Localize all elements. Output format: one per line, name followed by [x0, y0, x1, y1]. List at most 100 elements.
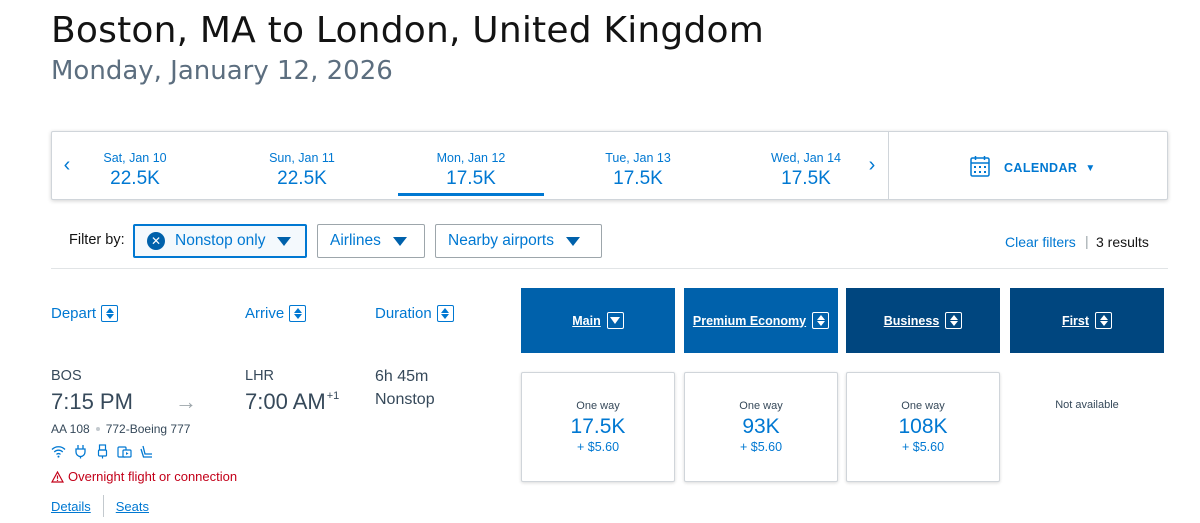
depart-airport: BOS: [51, 368, 82, 384]
date-option-sun-jan-11[interactable]: Sun, Jan 11 22.5K: [229, 132, 375, 198]
date-selector-strip: ‹ Sat, Jan 10 22.5K Sun, Jan 11 22.5K Mo…: [51, 131, 1168, 200]
entertainment-icon: [117, 444, 132, 459]
sort-icon: [1095, 312, 1113, 329]
aircraft-type: 772-Boeing 777: [105, 422, 191, 436]
lie-flat-seat-icon: [139, 444, 154, 459]
details-link[interactable]: Details: [51, 498, 91, 514]
duration-value: 6h 45m: [375, 368, 429, 385]
arrive-day-offset: +1: [326, 390, 340, 402]
sort-icon: [436, 305, 454, 322]
fare-label: One way: [901, 400, 945, 412]
fare-option-main[interactable]: One way 17.5K + $5.60: [521, 372, 675, 482]
overnight-warning: Overnight flight or connection: [51, 469, 237, 484]
nearby-airports-filter-button[interactable]: Nearby airports: [435, 224, 602, 258]
cabin-header-premium-economy[interactable]: Premium Economy: [684, 288, 838, 353]
caret-down-icon: [392, 236, 407, 246]
fare-price: 17.5K: [570, 415, 626, 438]
duration-column-label: Duration: [375, 305, 432, 322]
page-subtitle-date: Monday, January 12, 2026: [51, 56, 393, 86]
cabin-label: First: [1061, 313, 1090, 328]
date-option-label: Sun, Jan 11: [269, 151, 335, 165]
sort-duration[interactable]: Duration: [375, 305, 454, 322]
chevron-left-icon[interactable]: ‹: [63, 154, 71, 176]
cabin-header-main[interactable]: Main: [521, 288, 675, 353]
calendar-button[interactable]: CALENDAR ▼: [970, 155, 1096, 182]
depart-column-label: Depart: [51, 305, 97, 322]
arrive-time: 7:00 AM: [245, 389, 326, 414]
fare-option-premium-economy[interactable]: One way 93K + $5.60: [684, 372, 838, 482]
caret-down-icon: ▼: [1085, 162, 1096, 174]
chevron-right-icon[interactable]: ›: [868, 154, 876, 176]
sort-icon: [101, 305, 119, 322]
flight-number: AA 108: [51, 422, 90, 436]
date-option-label: Sat, Jan 10: [103, 151, 167, 165]
arrive-time-wrap: 7:00 AM+1: [245, 389, 339, 415]
arrive-airport: LHR: [245, 368, 275, 384]
sort-icon: [945, 312, 963, 329]
sort-depart[interactable]: Depart: [51, 305, 119, 322]
date-option-label: Wed, Jan 14: [771, 151, 841, 165]
fare-price: 93K: [742, 415, 780, 438]
stops-value: Nonstop: [375, 391, 435, 408]
date-option-price: 17.5K: [446, 168, 496, 189]
airlines-filter-button[interactable]: Airlines: [317, 224, 425, 258]
fare-tax: + $5.60: [901, 440, 945, 454]
arrow-right-icon: →: [175, 389, 197, 414]
flight-info: AA 108 772-Boeing 777: [51, 422, 190, 436]
close-icon[interactable]: ✕: [147, 232, 165, 250]
caret-down-icon: [277, 236, 292, 246]
airlines-filter-label: Airlines: [330, 232, 381, 249]
cabin-label: Business: [883, 313, 940, 328]
cabin-label: Premium Economy: [692, 313, 807, 328]
cabin-header-first[interactable]: First: [1010, 288, 1164, 353]
amenities-list: [51, 444, 154, 459]
fare-option-business[interactable]: One way 108K + $5.60: [846, 372, 1000, 482]
date-option-label: Tue, Jan 13: [605, 151, 671, 165]
strip-divider: [888, 132, 889, 199]
date-option-mon-jan-12[interactable]: Mon, Jan 12 17.5K: [398, 132, 544, 198]
fare-tax: + $5.60: [739, 440, 783, 454]
filter-label: Filter by:: [69, 232, 125, 248]
clear-filters-link[interactable]: Clear filters: [1005, 234, 1076, 250]
arrive-column-label: Arrive: [245, 305, 285, 322]
date-option-price: 17.5K: [781, 168, 831, 189]
fare-tax: + $5.60: [576, 440, 620, 454]
calendar-icon: [970, 155, 990, 182]
cabin-label: Main: [572, 313, 601, 328]
nonstop-filter-button[interactable]: ✕ Nonstop only: [133, 224, 307, 258]
cabin-header-business[interactable]: Business: [846, 288, 1000, 353]
date-option-wed-jan-14[interactable]: Wed, Jan 14 17.5K: [733, 132, 879, 198]
power-outlet-icon: [73, 444, 88, 459]
separator-dot: [95, 427, 100, 431]
sort-icon: [812, 312, 830, 329]
link-separator: [102, 495, 104, 517]
date-option-tue-jan-13[interactable]: Tue, Jan 13 17.5K: [565, 132, 711, 198]
divider: [51, 268, 1168, 269]
flight-links: Details Seats: [51, 495, 149, 517]
depart-time: 7:15 PM: [51, 389, 133, 414]
warning-icon: [51, 470, 64, 483]
date-option-label: Mon, Jan 12: [436, 151, 506, 165]
calendar-label: CALENDAR: [1004, 161, 1078, 175]
usb-icon: [95, 444, 110, 459]
seats-link[interactable]: Seats: [115, 498, 149, 514]
sort-descending-icon: [606, 312, 624, 329]
results-count: 3 results: [1096, 234, 1149, 250]
page-title: Boston, MA to London, United Kingdom: [51, 10, 765, 51]
first-not-available: Not available: [1055, 399, 1119, 411]
fare-price: 108K: [898, 415, 948, 438]
nonstop-filter-label: Nonstop only: [175, 232, 266, 249]
date-option-price: 22.5K: [110, 168, 160, 189]
date-option-price: 22.5K: [277, 168, 327, 189]
warning-text: Overnight flight or connection: [68, 469, 238, 484]
date-option-sat-jan-10[interactable]: Sat, Jan 10 22.5K: [62, 132, 208, 198]
fare-label: One way: [576, 400, 620, 412]
results-separator: |: [1085, 233, 1089, 249]
sort-arrive[interactable]: Arrive: [245, 305, 307, 322]
sort-icon: [289, 305, 307, 322]
caret-down-icon: [565, 236, 580, 246]
wifi-icon: [51, 444, 66, 459]
fare-label: One way: [739, 400, 783, 412]
nearby-airports-filter-label: Nearby airports: [448, 232, 554, 249]
date-option-price: 17.5K: [613, 168, 663, 189]
